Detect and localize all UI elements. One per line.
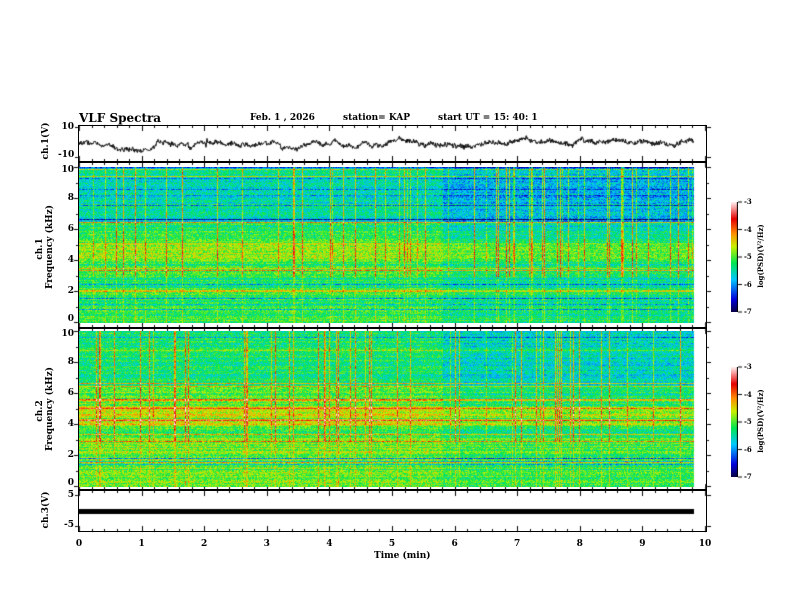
colorbar-tick-label: -7 — [744, 307, 752, 316]
y-tick-label: 0 — [67, 314, 74, 324]
colorbar-tick-label: -3 — [744, 197, 752, 206]
y-tick-label: 6 — [67, 224, 74, 234]
y-tick-label: 8 — [67, 357, 74, 367]
ch2-ylabel-frequency: Frequency (kHz) — [45, 366, 55, 451]
x-tick-label: 9 — [639, 539, 646, 549]
colorbar-tick-label: -3 — [744, 362, 752, 371]
ch1-spectrogram-ylabel: ch.1 Frequency (kHz) — [35, 204, 57, 289]
y-tick-label: 2 — [67, 286, 74, 296]
ch3-waveform-ylabel: ch.3(V) — [41, 491, 51, 529]
colorbar-tick-label: -6 — [744, 279, 752, 289]
ch1-spectrogram-frame — [78, 162, 707, 328]
ch1-colorbar-label: log(PSD)(V²/Hz) — [756, 224, 765, 288]
start-time-label: start UT = 15: 40: 1 — [438, 113, 538, 123]
x-tick-label: 4 — [326, 539, 333, 549]
x-tick-label: 5 — [388, 539, 396, 549]
ch3-waveform-frame — [78, 490, 707, 532]
ch3-waveform-plot — [79, 495, 705, 527]
ch2-spectrogram-ylabel: ch.2 Frequency (kHz) — [35, 366, 57, 451]
x-tick-label: 0 — [75, 539, 83, 549]
y-tick-label: 10 — [61, 329, 74, 339]
ch2-spectrogram-frame — [78, 328, 707, 490]
y-tick-label: 8 — [67, 193, 74, 203]
ch1-waveform-plot — [79, 126, 705, 160]
y-tick-label: 0 — [67, 478, 74, 488]
colorbar-tick-label: -6 — [744, 444, 752, 454]
ch2-colorbar-label: log(PSD)(V²/Hz) — [756, 389, 765, 453]
x-tick-label: 7 — [514, 539, 521, 549]
y-tick-label: 4 — [67, 419, 74, 429]
colorbar-tick-label: -5 — [744, 252, 752, 261]
x-tick-label: 3 — [263, 539, 270, 549]
ch1-ytick-top: 10 — [61, 122, 74, 132]
figure-title: VLF Spectra — [79, 111, 162, 125]
y-tick-label: 10 — [61, 165, 74, 175]
y-tick-label: 4 — [67, 255, 74, 265]
y-tick-label: 2 — [67, 450, 74, 460]
x-axis-label: Time (min) — [374, 551, 431, 561]
colorbar-tick-label: -7 — [744, 472, 752, 481]
ch2-ylabel-channel: ch.2 — [35, 400, 45, 422]
ch2-colorbar — [731, 367, 738, 477]
ch3-ytick-top: 5 — [67, 490, 74, 500]
ch1-ylabel-frequency: Frequency (kHz) — [45, 204, 55, 289]
date-label: Feb. 1 , 2026 — [250, 113, 315, 123]
ch2-spectrogram-heatmap — [79, 331, 705, 487]
colorbar-tick-label: -4 — [744, 224, 752, 234]
ch1-colorbar — [731, 202, 738, 312]
y-tick-label: 6 — [67, 388, 74, 398]
ch1-ytick-bottom: -10 — [58, 150, 75, 160]
x-tick-label: 6 — [451, 539, 458, 549]
colorbar-tick-label: -5 — [744, 417, 752, 426]
ch1-waveform-ylabel: ch.1(V) — [41, 122, 51, 160]
ch1-waveform-frame — [78, 125, 707, 162]
station-label: station= KAP — [343, 113, 411, 123]
ch1-spectrogram-heatmap — [79, 167, 705, 323]
x-tick-label: 10 — [698, 539, 712, 549]
x-tick-label: 1 — [138, 539, 145, 549]
ch1-ylabel-channel: ch.1 — [35, 238, 45, 260]
colorbar-tick-label: -4 — [744, 389, 752, 399]
x-tick-label: 2 — [201, 539, 208, 549]
x-tick-label: 8 — [576, 539, 583, 549]
ch3-ytick-bottom: -5 — [64, 520, 74, 530]
